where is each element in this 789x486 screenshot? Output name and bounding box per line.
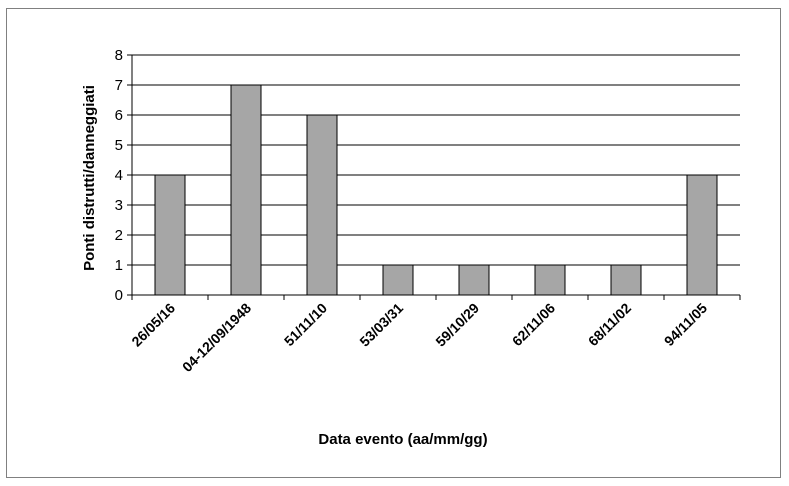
x-axis-title: Data evento (aa/mm/gg) (318, 431, 487, 448)
x-tick-label: 59/10/29 (432, 300, 482, 350)
x-tick-label: 62/11/06 (509, 300, 558, 349)
bars (154, 84, 718, 296)
y-tick-label: 6 (115, 107, 123, 124)
x-tick-label: 94/11/05 (661, 300, 710, 349)
bar (154, 174, 186, 296)
y-tick-label: 1 (115, 257, 123, 274)
bar (382, 264, 414, 296)
y-tick-label: 2 (115, 227, 123, 244)
x-tick-label: 04-12/09/1948 (179, 300, 254, 375)
y-tick-label: 8 (115, 47, 123, 64)
bar (458, 264, 490, 296)
gridlines (132, 54, 740, 266)
axes (127, 54, 741, 300)
chart-frame (6, 8, 781, 478)
y-axis-title: Ponti distrutti/danneggiati (81, 85, 98, 271)
x-tick-label: 68/11/02 (585, 300, 634, 349)
bar (534, 264, 566, 296)
bar (686, 174, 718, 296)
x-tick-label: 26/05/16 (128, 300, 178, 350)
x-tick-labels: 26/05/16 04-12/09/1948 51/11/10 53/03/31 59/… (128, 300, 710, 375)
y-tick-label: 0 (115, 287, 123, 304)
y-tick-label: 4 (115, 167, 123, 184)
y-tick-label: 7 (115, 77, 123, 94)
bar (230, 84, 262, 296)
y-tick-labels: 0 1 2 3 4 5 6 7 8 (115, 47, 123, 304)
x-tick-label: 53/03/31 (356, 300, 406, 350)
bar (610, 264, 642, 296)
bar (306, 114, 338, 296)
y-tick-label: 5 (115, 137, 123, 154)
x-tick-label: 51/11/10 (281, 300, 330, 349)
y-tick-label: 3 (115, 197, 123, 214)
